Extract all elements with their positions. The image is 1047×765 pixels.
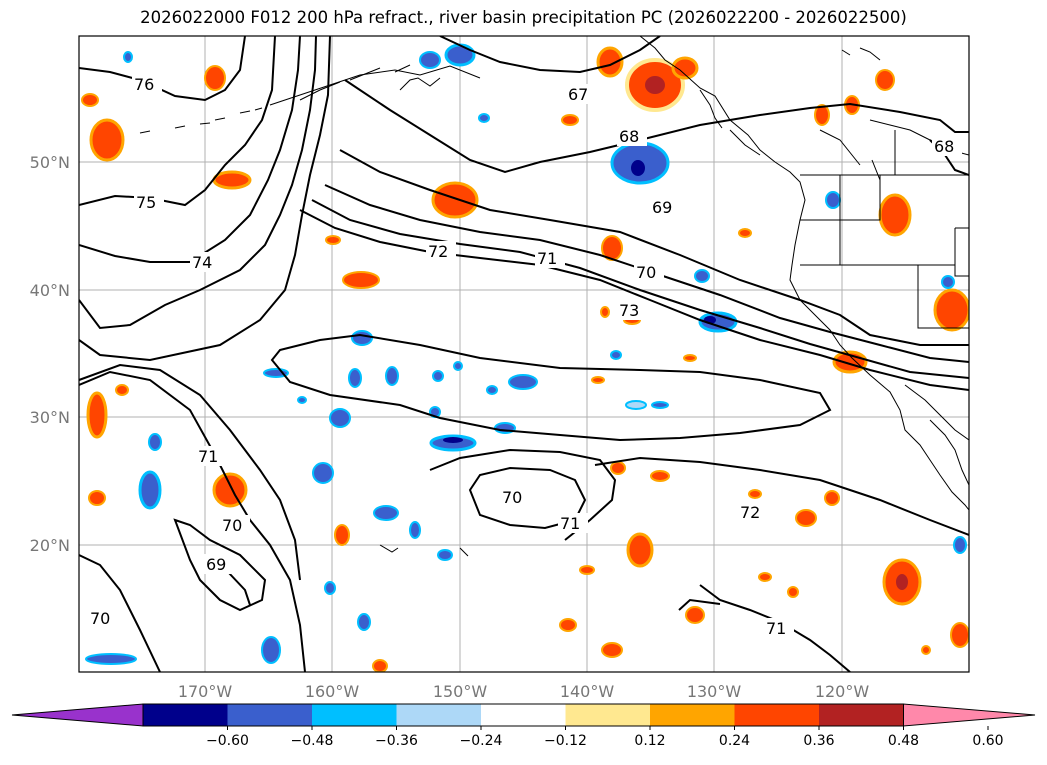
colorbar-tick-label: −0.24	[460, 733, 503, 749]
contour-label-68b: 68	[934, 137, 954, 156]
colorbar-bin	[143, 704, 228, 726]
lat-label-20n: 20°N	[30, 536, 70, 555]
colorbar-tick-label: 0.36	[803, 733, 834, 749]
lat-label-50n: 50°N	[30, 153, 70, 172]
colorbar-tick-label: −0.36	[375, 733, 418, 749]
colorbar-outline	[142, 703, 904, 727]
lat-label-30n: 30°N	[30, 408, 70, 427]
colorbar: −0.60 −0.48 −0.36 −0.24 −0.12 0.12 0.24 0.36 0.4…	[11, 703, 1036, 749]
contour-label-67: 67	[568, 85, 588, 104]
map-border	[78, 35, 970, 673]
colorbar-bin	[481, 704, 566, 726]
lon-label-120w: 120°W	[815, 682, 870, 701]
colorbar-bin	[396, 704, 481, 726]
contour-label-74: 74	[192, 253, 212, 272]
colorbar-tick-label: 0.48	[888, 733, 919, 749]
contour-label-71d: 71	[766, 619, 786, 638]
lon-label-140w: 140°W	[560, 682, 615, 701]
contour-label-70a: 70	[636, 263, 656, 282]
colorbar-tick-label: −0.60	[206, 733, 249, 749]
colorbar-bin	[227, 704, 312, 726]
contour-label-76: 76	[134, 75, 154, 94]
contour-label-70d: 70	[502, 488, 522, 507]
contour-label-71c: 71	[560, 514, 580, 533]
lon-label-150w: 150°W	[433, 682, 488, 701]
colorbar-bin	[565, 704, 650, 726]
colorbar-tick-label: 0.60	[972, 733, 1003, 749]
contour-label-69b: 69	[206, 555, 226, 574]
colorbar-bin	[819, 704, 904, 726]
map-title: 2026022000 F012 200 hPa refract., river …	[140, 8, 907, 27]
colorbar-bin	[734, 704, 819, 726]
contour-label-68a: 68	[619, 127, 639, 146]
latitude-labels: 50°N 40°N 30°N 20°N	[30, 153, 70, 555]
lon-label-130w: 130°W	[687, 682, 742, 701]
contour-labels: 76 75 74 72 71 70 73 67 68 69 68 71 70	[88, 74, 962, 638]
colorbar-tick-label: 0.12	[634, 733, 665, 749]
contour-label-75: 75	[136, 193, 156, 212]
contour-label-71a: 71	[537, 249, 557, 268]
map-area	[79, 36, 969, 672]
colorbar-bin	[312, 704, 397, 726]
colorbar-tick-label: −0.48	[291, 733, 334, 749]
lon-label-160w: 160°W	[305, 682, 360, 701]
lon-label-170w: 170°W	[178, 682, 233, 701]
longitude-labels: 170°W 160°W 150°W 140°W 130°W 120°W	[178, 682, 870, 701]
lat-label-40n: 40°N	[30, 281, 70, 300]
colorbar-tick-label: −0.12	[544, 733, 587, 749]
contour-label-73: 73	[619, 301, 639, 320]
colorbar-extend-low	[11, 703, 144, 727]
contour-label-71b: 71	[198, 447, 218, 466]
contour-label-69a: 69	[652, 198, 672, 217]
contour-label-70c: 70	[90, 609, 110, 628]
colorbar-tick-label: 0.24	[719, 733, 750, 749]
boundaries	[800, 130, 969, 329]
colorbar-extend-high	[903, 703, 1036, 727]
contour-label-70b: 70	[222, 516, 242, 535]
contour-label-72b: 72	[740, 503, 760, 522]
precip-positive-regions	[81, 46, 969, 672]
contour-label-72a: 72	[428, 242, 448, 261]
colorbar-bin	[650, 704, 735, 726]
